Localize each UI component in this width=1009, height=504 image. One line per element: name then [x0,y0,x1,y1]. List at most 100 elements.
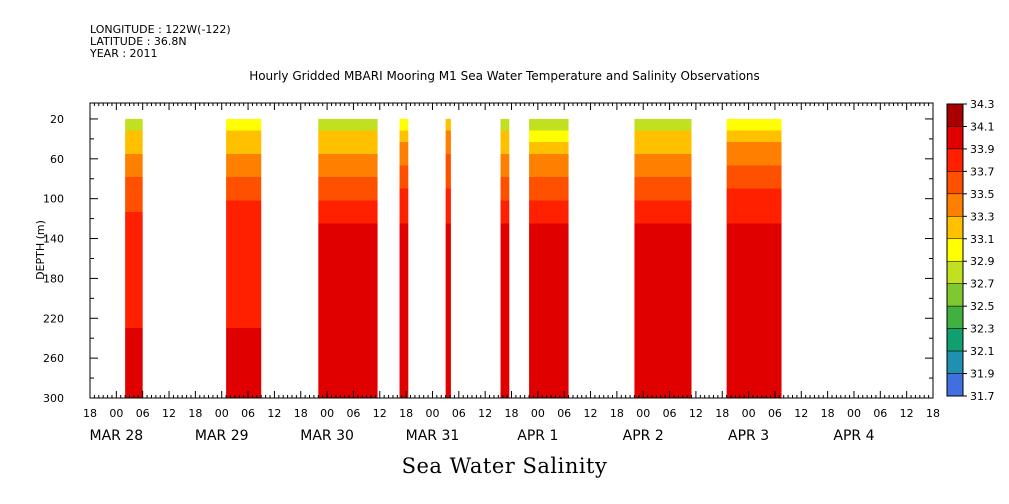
x-tick-label: 18 [821,407,835,420]
axis-ticks [89,103,934,399]
x-tick-label: 06 [136,407,150,420]
x-tick-label: 18 [294,407,308,420]
x-tick-label: 06 [346,407,360,420]
x-tick-label: 12 [373,407,387,420]
colorbar-band [946,126,964,150]
colorbar-label: 32.1 [970,345,995,358]
x-tick-label: 00 [425,407,439,420]
x-tick-label: 12 [689,407,703,420]
colorbar-label: 34.1 [970,120,995,133]
colorbar-band [946,193,964,217]
x-tick-label: 12 [794,407,808,420]
colorbar-band [946,283,964,307]
date-label: APR 1 [517,428,558,444]
x-tick-label: 00 [320,407,334,420]
date-label: APR 3 [728,428,769,444]
x-tick-label: 00 [742,407,756,420]
colorbar-label: 33.7 [970,165,995,178]
data-block [399,118,409,398]
x-tick-label: 12 [162,407,176,420]
x-tick-label: 12 [900,407,914,420]
date-labels: MAR 28 MAR 29 MAR 30 MAR 31 APR 1 APR 2 APR 3 A… [90,428,875,444]
x-tick-label: 06 [452,407,466,420]
plot-frame [89,102,934,399]
x-tick-label: 12 [584,407,598,420]
x-tick-label: 18 [715,407,729,420]
colorbar-label: 32.7 [970,278,995,291]
colorbar-band [946,238,964,262]
data-block [634,118,692,398]
x-tick-label: 00 [636,407,650,420]
y-tick-labels: 20 60 100 140 180 220 260 300 [43,113,64,405]
colorbar-label: 32.5 [970,300,995,313]
colorbar-label: 33.5 [970,188,995,201]
date-label: MAR 31 [406,428,460,444]
data-block [226,118,262,398]
x-tick-label: 00 [847,407,861,420]
data-block [125,118,143,398]
date-label: MAR 30 [300,428,354,444]
colorbar-band [946,260,964,284]
x-tick-label: 12 [267,407,281,420]
data-block [529,118,569,398]
x-tick-label: 06 [768,407,782,420]
x-tick-label: 06 [557,407,571,420]
colorbar-label: 33.1 [970,233,995,246]
y-tick-label: 260 [43,352,64,365]
x-tick-label: 00 [531,407,545,420]
x-tick-label: 18 [399,407,413,420]
year-label: YEAR : 2011 [90,47,158,60]
colorbar-band [946,305,964,329]
date-label: APR 2 [623,428,664,444]
colorbar-label: 32.9 [970,255,995,268]
y-tick-label: 20 [50,113,64,126]
x-tick-label: 18 [83,407,97,420]
date-label: APR 4 [833,428,874,444]
colorbar: 34.3 34.1 33.9 33.7 33.5 33.3 33.1 32.9 32.7 32.5… [946,98,995,403]
colorbar-label: 34.3 [970,98,995,111]
colorbar-band [946,350,964,374]
colorbar-band [946,103,964,127]
y-axis-label: DEPTH (m) [34,220,47,280]
chart-title: Hourly Gridded MBARI Mooring M1 Sea Wate… [249,69,760,83]
data-block [445,118,451,398]
y-tick-label: 140 [43,233,64,246]
date-label: MAR 29 [195,428,249,444]
x-tick-label: 18 [505,407,519,420]
colorbar-label: 31.9 [970,368,995,381]
colorbar-frame [946,103,964,397]
data-block [500,118,510,398]
y-tick-label: 220 [43,312,64,325]
colorbar-label: 32.3 [970,323,995,336]
data-blocks [125,118,782,398]
x-tick-label: 06 [873,407,887,420]
data-block [318,118,378,398]
x-tick-label: 06 [241,407,255,420]
colorbar-band [946,148,964,172]
y-tick-label: 180 [43,272,64,285]
variable-title: Sea Water Salinity [401,454,608,478]
x-tick-label: 00 [215,407,229,420]
colorbar-band [946,171,964,195]
x-tick-label: 18 [188,407,202,420]
y-tick-label: 60 [50,153,64,166]
x-tick-label: 18 [610,407,624,420]
x-tick-label: 12 [478,407,492,420]
data-block [726,118,782,398]
longitude-label: LONGITUDE : 122W(-122) [90,23,231,36]
y-tick-label: 300 [43,392,64,405]
colorbar-band [946,216,964,240]
date-label: MAR 28 [90,428,144,444]
x-tick-labels: 18 00 06 12 18 00 06 12 18 00 06 12 18 00 06 12 18 00 06 12… [83,407,940,420]
colorbar-label: 33.9 [970,143,995,156]
x-tick-label: 00 [109,407,123,420]
latitude-label: LATITUDE : 36.8N [90,35,187,48]
colorbar-label: 33.3 [970,210,995,223]
x-tick-label: 18 [926,407,940,420]
colorbar-band [946,373,964,397]
colorbar-label: 31.7 [970,390,995,403]
colorbar-band [946,328,964,352]
y-tick-label: 100 [43,193,64,206]
x-tick-label: 06 [663,407,677,420]
